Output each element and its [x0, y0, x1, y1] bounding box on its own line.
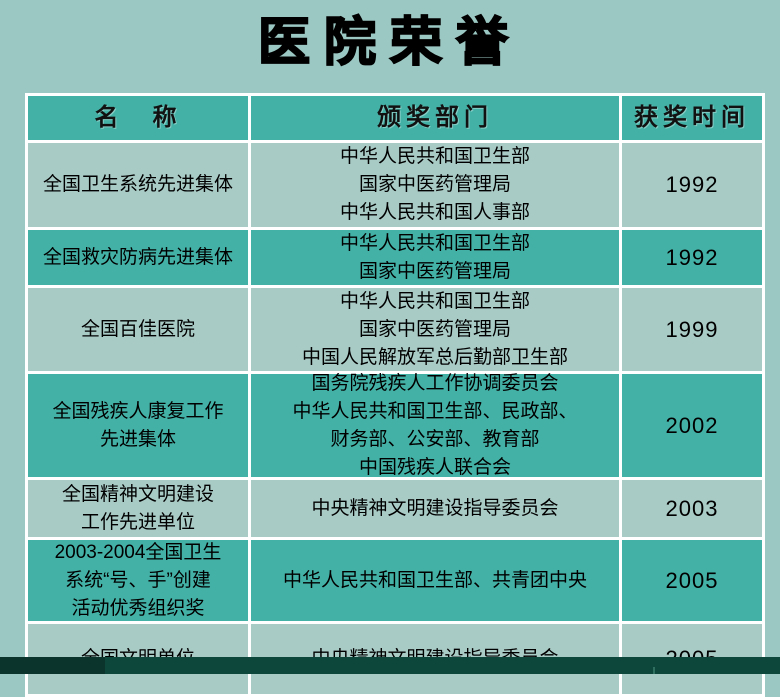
honor-name-cell: 全国救灾防病先进集体: [28, 230, 248, 285]
honor-name-cell: 全国百佳医院: [28, 288, 248, 371]
bottom-bar: [0, 657, 780, 674]
year-cell: 2003: [622, 480, 762, 537]
department-cell: 国务院残疾人工作协调委员会 中华人民共和国卫生部、民政部、 财务部、公安部、教育…: [251, 373, 619, 478]
honor-name-cell: 全国卫生系统先进集体: [28, 143, 248, 227]
column-header-time: 获奖时间: [622, 96, 762, 140]
department-cell: 中央精神文明建设指导委员会: [251, 480, 619, 537]
year-cell: 1992: [622, 230, 762, 285]
year-cell: 2005: [622, 540, 762, 621]
department-cell: 中华人民共和国卫生部 国家中医药管理局 中华人民共和国人事部: [251, 143, 619, 227]
department-cell: 中华人民共和国卫生部 国家中医药管理局: [251, 230, 619, 285]
honor-name-cell: 全国残疾人康复工作 先进集体: [28, 374, 248, 477]
column-header-department: 颁奖部门: [251, 96, 619, 140]
year-cell: 1992: [622, 143, 762, 227]
bottom-bar-left-segment: [0, 657, 105, 674]
department-cell: 中华人民共和国卫生部 国家中医药管理局 中国人民解放军总后勤部卫生部: [251, 288, 619, 371]
year-cell: 1999: [622, 288, 762, 371]
page-title: 医院荣誉: [257, 13, 522, 73]
honor-name-cell: 全国精神文明建设 工作先进单位: [28, 480, 248, 537]
honor-name-cell: 2003-2004全国卫生 系统“号、手”创建 活动优秀组织奖: [28, 540, 248, 621]
column-header-name: 名 称: [28, 96, 248, 140]
bottom-bar-tick: [653, 667, 655, 674]
year-cell: 2002: [622, 374, 762, 477]
honors-table: 名 称 颁奖部门 获奖时间 全国卫生系统先进集体 中华人民共和国卫生部 国家中医…: [25, 93, 765, 697]
department-cell: 中华人民共和国卫生部、共青团中央: [251, 540, 619, 621]
